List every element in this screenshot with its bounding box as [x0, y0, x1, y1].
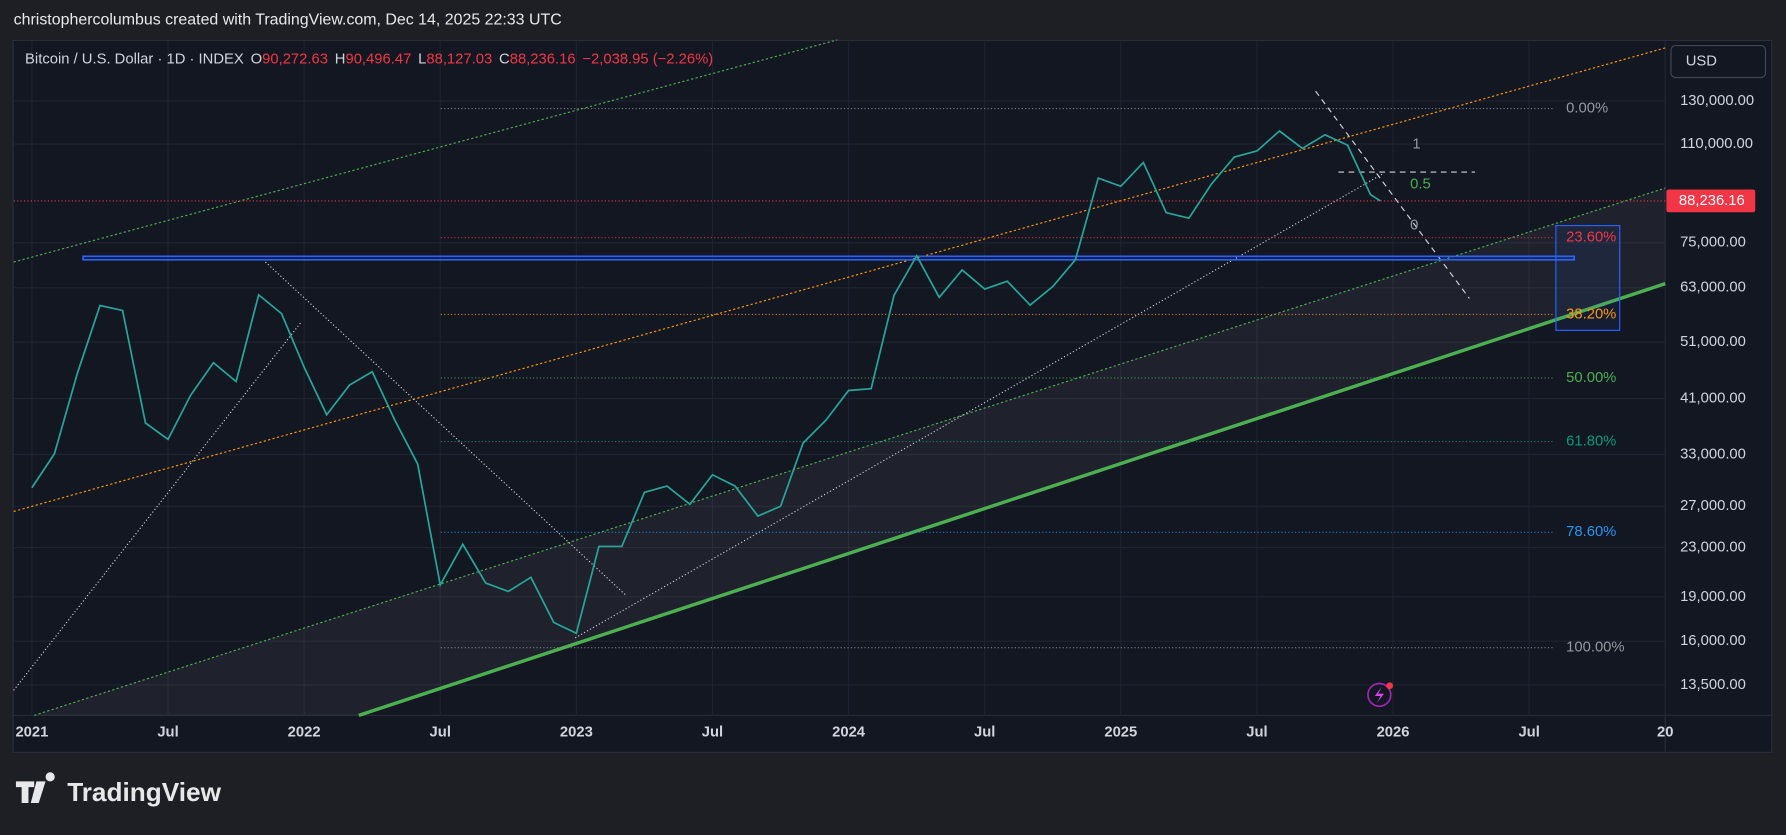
legend: Bitcoin / U.S. Dollar · 1D · INDEX O90,27… — [25, 51, 713, 67]
brand: TradingView — [67, 777, 221, 807]
y-tick-label: 110,000.00 — [1680, 136, 1753, 152]
symbol: Bitcoin / U.S. Dollar · 1D · INDEX — [25, 51, 244, 67]
y-tick-label: 63,000.00 — [1680, 280, 1746, 296]
zone — [1555, 225, 1621, 331]
x-tick-label: Jul — [1518, 724, 1539, 740]
last-price-label: 88,236.16 — [1679, 193, 1745, 209]
x-tick-label: Jul — [974, 724, 995, 740]
trendline — [13, 47, 1666, 513]
ohlc-value: 88,236.16 — [510, 51, 576, 67]
fib-label: 23.60% — [1566, 230, 1616, 246]
fib-label: 61.80% — [1566, 433, 1616, 449]
y-tick-label: 16,000.00 — [1680, 633, 1746, 649]
grid — [13, 41, 1666, 716]
zone — [82, 255, 1575, 261]
price-line — [31, 129, 1381, 635]
trendline — [13, 320, 303, 691]
annotation: 1 — [1412, 137, 1420, 153]
fib-label: 50.00% — [1566, 370, 1616, 386]
trendline — [13, 39, 838, 263]
y-tick-label: 19,000.00 — [1680, 589, 1746, 605]
ohlc-value: 88,127.03 — [426, 51, 492, 67]
trendline — [33, 187, 1666, 716]
x-tick-label: 2022 — [288, 724, 321, 740]
fib-label: 0.00% — [1566, 101, 1608, 117]
last-price-box — [1666, 189, 1756, 213]
x-tick-label: Jul — [157, 724, 178, 740]
plot: 0.00% 23.60% 38.20% 50.00% 61.80% 78.60% 100.0… — [13, 101, 1666, 656]
x-tick-label: 2025 — [1104, 724, 1137, 740]
ohlc-value: 90,272.63 — [262, 51, 328, 67]
alert-icon[interactable] — [1367, 682, 1392, 708]
x-tick-label: 20 — [1657, 724, 1673, 740]
y-tick-label: 41,000.00 — [1680, 390, 1746, 406]
y-tick-label: 51,000.00 — [1680, 334, 1746, 350]
x-tick-label: 2024 — [832, 724, 866, 740]
ohlc-label: C — [499, 51, 510, 67]
x-tick-label: Jul — [1246, 724, 1267, 740]
x-tick-label: Jul — [430, 724, 451, 740]
chart-panel — [12, 39, 1773, 753]
y-tick-label: 33,000.00 — [1680, 446, 1746, 462]
fib-label: 100.00% — [1566, 640, 1624, 656]
y-tick-label: 23,000.00 — [1680, 539, 1746, 555]
alert-dot — [1386, 682, 1394, 690]
y-tick-label: 13,500.00 — [1680, 677, 1746, 693]
x-tick-label: Jul — [702, 724, 723, 740]
alert-icon — [1374, 686, 1384, 703]
currency-button[interactable] — [1670, 45, 1767, 79]
change: −2,038.95 (−2.26%) — [582, 51, 713, 67]
annotation: 0.5 — [1410, 176, 1431, 192]
logo-icon — [15, 772, 55, 804]
currency[interactable]: USD — [1686, 53, 1717, 69]
header: christophercolumbus created with Trading… — [14, 12, 562, 29]
y-tick-label: 130,000.00 — [1680, 93, 1754, 109]
fib-label: 38.20% — [1566, 306, 1616, 322]
ohlc-value: 90,496.47 — [345, 51, 411, 67]
y-tick-label: 27,000.00 — [1680, 498, 1746, 514]
annotation: 0 — [1410, 217, 1418, 233]
x-tick-label: 2026 — [1377, 724, 1410, 740]
fib-label: 78.60% — [1566, 524, 1616, 540]
ohlc-label: O — [251, 51, 263, 67]
x-tick-label: 2023 — [560, 724, 593, 740]
y-tick-label: 75,000.00 — [1680, 235, 1746, 251]
ohlc-label: L — [418, 51, 426, 67]
ohlc-label: H — [335, 51, 346, 67]
trendline — [358, 282, 1666, 717]
x-tick-label: 2021 — [15, 724, 48, 740]
trendline — [1315, 90, 1470, 299]
